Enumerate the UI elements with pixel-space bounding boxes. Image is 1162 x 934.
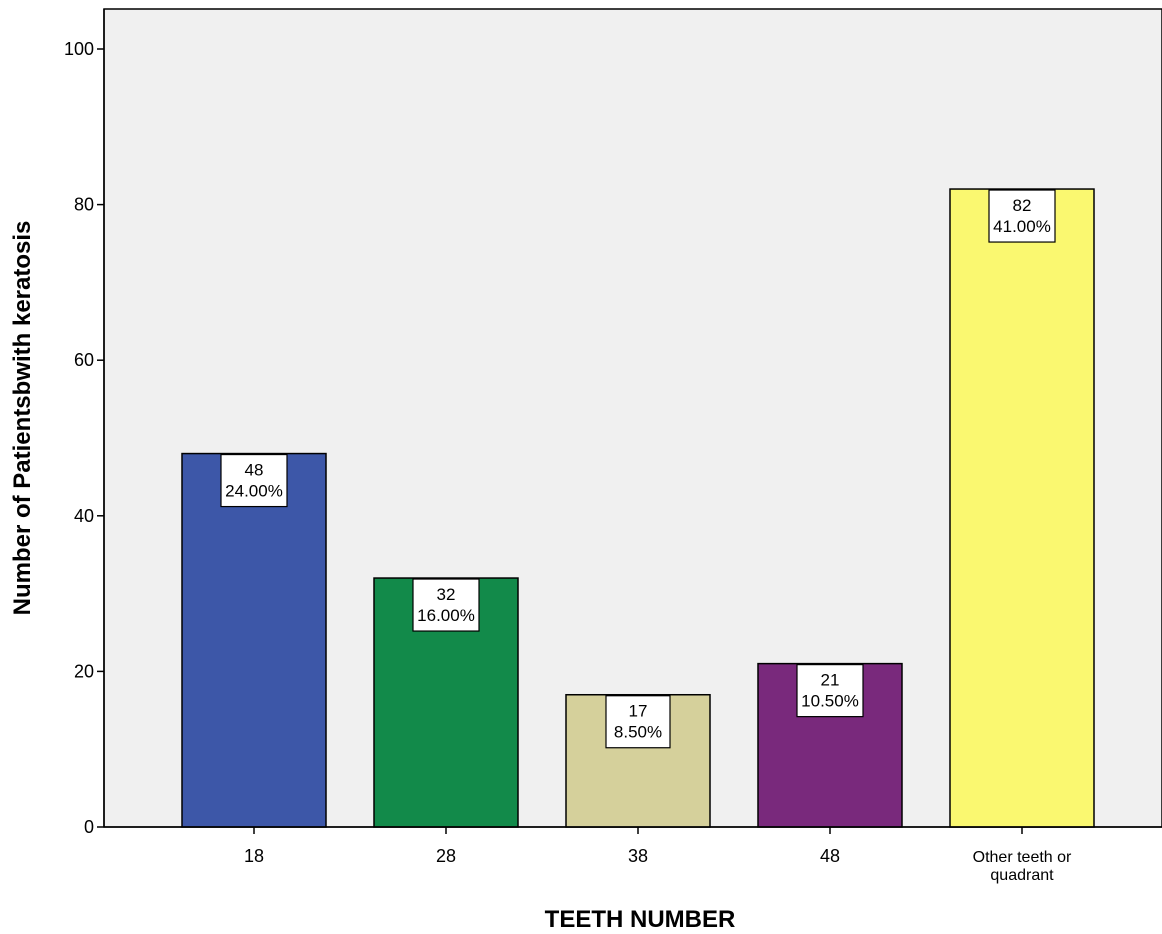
data-label-count: 82 <box>1013 196 1032 215</box>
x-axis-title: TEETH NUMBER <box>545 906 736 933</box>
data-label-count: 48 <box>245 461 264 480</box>
data-label-box <box>796 664 864 718</box>
y-axis-title: Number of Patientsbwith keratosis <box>9 221 36 616</box>
x-tick-label: quadrant <box>990 867 1054 884</box>
data-label-box <box>412 578 480 632</box>
data-label-percent: 41.00% <box>993 217 1051 236</box>
y-tick-label: 0 <box>84 817 94 837</box>
y-tick-label: 40 <box>74 506 94 526</box>
data-label-box <box>220 453 288 508</box>
bar <box>949 188 1095 828</box>
bars-layer: 48 24.00% 32 16.00% 17 8.50% 21 10.50% 82 41.00% <box>181 188 1095 828</box>
data-label-box <box>988 189 1056 243</box>
data-label-percent: 10.50% <box>801 692 859 711</box>
y-ticks: 0 20 40 60 80 100 <box>64 39 104 837</box>
y-tick-label: 100 <box>64 39 94 59</box>
data-label-box <box>605 695 671 749</box>
data-label-count: 17 <box>629 702 648 721</box>
x-tick-label: 38 <box>628 846 648 866</box>
x-tick-label: 28 <box>436 846 456 866</box>
x-tick-label: 48 <box>820 846 840 866</box>
y-tick-label: 20 <box>74 661 94 681</box>
data-label-percent: 8.50% <box>614 723 662 742</box>
bar <box>181 452 327 828</box>
data-label-count: 32 <box>437 585 456 604</box>
data-label-percent: 24.00% <box>225 482 283 501</box>
y-tick-label: 80 <box>74 195 94 215</box>
data-label-percent: 16.00% <box>417 606 475 625</box>
data-label-count: 21 <box>821 671 840 690</box>
x-tick-label: 18 <box>244 846 264 866</box>
y-tick-label: 60 <box>74 350 94 370</box>
x-tick-label: Other teeth or <box>973 849 1072 866</box>
